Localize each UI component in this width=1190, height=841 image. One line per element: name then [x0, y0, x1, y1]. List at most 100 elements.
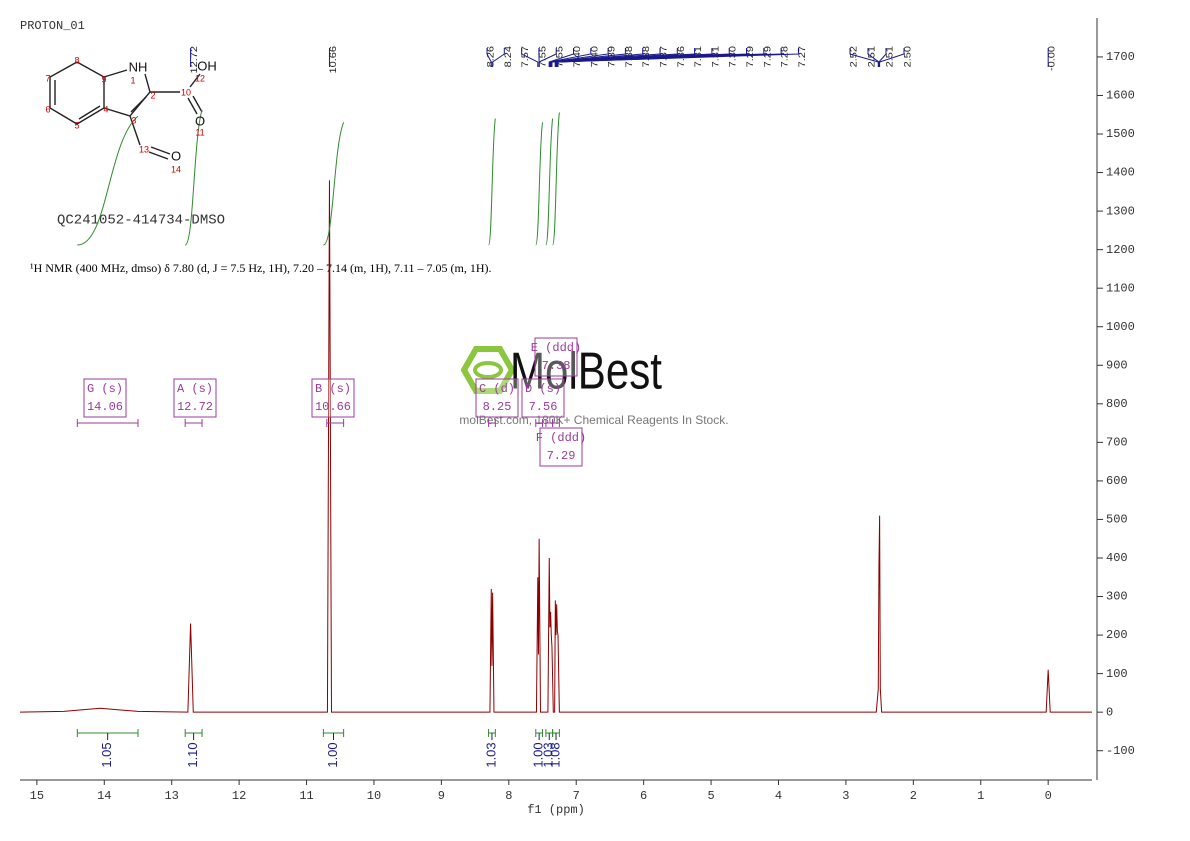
y-tick-label: 1500: [1106, 127, 1135, 141]
atom-label: OH: [197, 58, 217, 73]
y-tick-label: 1700: [1106, 50, 1135, 64]
double-bond: [187, 97, 198, 115]
multiplet-label: E (ddd): [531, 341, 581, 355]
peak-label: 7.55: [555, 46, 565, 68]
integral-label: 1.03: [541, 742, 556, 767]
peak-label: 7.55: [538, 46, 548, 68]
y-tick-label: 1600: [1106, 89, 1135, 103]
x-axis-label: f1 (ppm): [527, 803, 585, 817]
peak-connector: [492, 48, 505, 67]
bond: [103, 73, 151, 117]
multiplet-shift: 14.06: [87, 400, 123, 414]
peak-label: 2.50: [903, 46, 913, 68]
integral-curve: [322, 122, 345, 246]
x-tick-label: 8: [505, 789, 512, 803]
peak-connector: [550, 48, 661, 67]
multiplet-label: C (d): [479, 382, 515, 396]
structure-bonds: [49, 61, 203, 160]
y-tick-label: 300: [1106, 590, 1128, 604]
atom-number: 3: [131, 115, 136, 125]
x-tick-label: 4: [775, 789, 782, 803]
x-tick-label: 2: [910, 789, 917, 803]
peak-label: 10.66: [329, 46, 339, 74]
x-tick-label: 13: [164, 789, 178, 803]
peak-label: 7.27: [798, 46, 808, 68]
multiplet-shift: 8.25: [483, 400, 512, 414]
atom-number: 8: [74, 55, 79, 65]
y-tick-label: 800: [1106, 397, 1128, 411]
multiplet-box: [539, 427, 583, 467]
peak-label: 2.51: [885, 46, 895, 68]
atom-label: NH: [129, 59, 148, 74]
double-bond: [150, 146, 171, 155]
atom-number: 4: [103, 104, 108, 114]
y-tick-label: 700: [1106, 436, 1128, 450]
bond: [189, 73, 201, 88]
y-tick-label: 400: [1106, 551, 1128, 565]
atom-number: 6: [45, 104, 50, 114]
multiplet-label: F (ddd): [536, 431, 586, 445]
x-tick-label: 11: [299, 789, 313, 803]
x-tick-label: 15: [30, 789, 44, 803]
peak-label: 7.28: [780, 46, 790, 68]
atom-number: 2: [150, 90, 155, 100]
peak-connector: [550, 48, 644, 67]
multiplet-range: [326, 419, 345, 427]
multiplet-box: [83, 378, 127, 418]
integral-curve: [184, 109, 203, 246]
integral-label: 1.00: [325, 742, 340, 767]
multiplet-box: [311, 378, 355, 418]
peak-connector: [879, 48, 905, 67]
y-tick-label: 1400: [1106, 166, 1135, 180]
atom-number: 1: [130, 75, 135, 85]
x-tick-label: 1: [977, 789, 984, 803]
peak-label: 12.72: [190, 46, 200, 74]
peak-label: 7.29: [763, 46, 773, 68]
atom-number: 10: [181, 87, 191, 97]
multiplet-box: [521, 378, 565, 418]
atom-label: O: [195, 113, 205, 128]
chart-title: PROTON_01: [20, 19, 85, 33]
integral-label: 1.03: [483, 742, 498, 767]
multiplet-shift: 7.38: [542, 359, 571, 373]
x-tick-label: 14: [97, 789, 111, 803]
multiplet-range: [552, 419, 560, 427]
y-tick-label: 1100: [1106, 281, 1135, 295]
y-tick-label: -100: [1106, 744, 1135, 758]
multiplet-range: [488, 419, 496, 427]
integral-label: 1.05: [99, 742, 114, 767]
peak-label: -0.00: [1047, 46, 1057, 71]
multiplet-range: [184, 419, 203, 427]
atom-number: 11: [195, 127, 204, 137]
y-tick-label: 600: [1106, 474, 1128, 488]
atom-number: 9: [101, 74, 106, 84]
bond: [103, 69, 128, 78]
multiplet-box: [475, 378, 519, 418]
double-bond: [130, 96, 147, 113]
multiplet-box: [173, 378, 217, 418]
y-tick-label: 1300: [1106, 204, 1135, 218]
multiplet-label: B (s): [315, 382, 351, 396]
peak-label: 7.40: [590, 46, 600, 68]
y-tick-label: 1000: [1106, 320, 1135, 334]
x-tick-label: 3: [842, 789, 849, 803]
integral-label: 1.00: [531, 742, 546, 767]
atom-label: O: [171, 148, 181, 163]
double-bond: [192, 95, 203, 113]
peak-connector: [521, 48, 539, 67]
peak-connector: [557, 48, 799, 67]
integral-curve: [552, 112, 560, 246]
logo-ring: [473, 361, 503, 379]
double-bond: [78, 105, 101, 120]
multiplet-shift: 7.56: [529, 400, 558, 414]
peak-connector: [548, 48, 592, 67]
atom-number: 5: [74, 120, 79, 130]
peak-connector: [549, 48, 609, 67]
x-tick-label: 10: [367, 789, 381, 803]
double-bond: [148, 151, 169, 160]
spectrum-line: [19, 180, 1092, 713]
x-tick-label: 7: [573, 789, 580, 803]
peak-label: 2.52: [849, 46, 859, 68]
